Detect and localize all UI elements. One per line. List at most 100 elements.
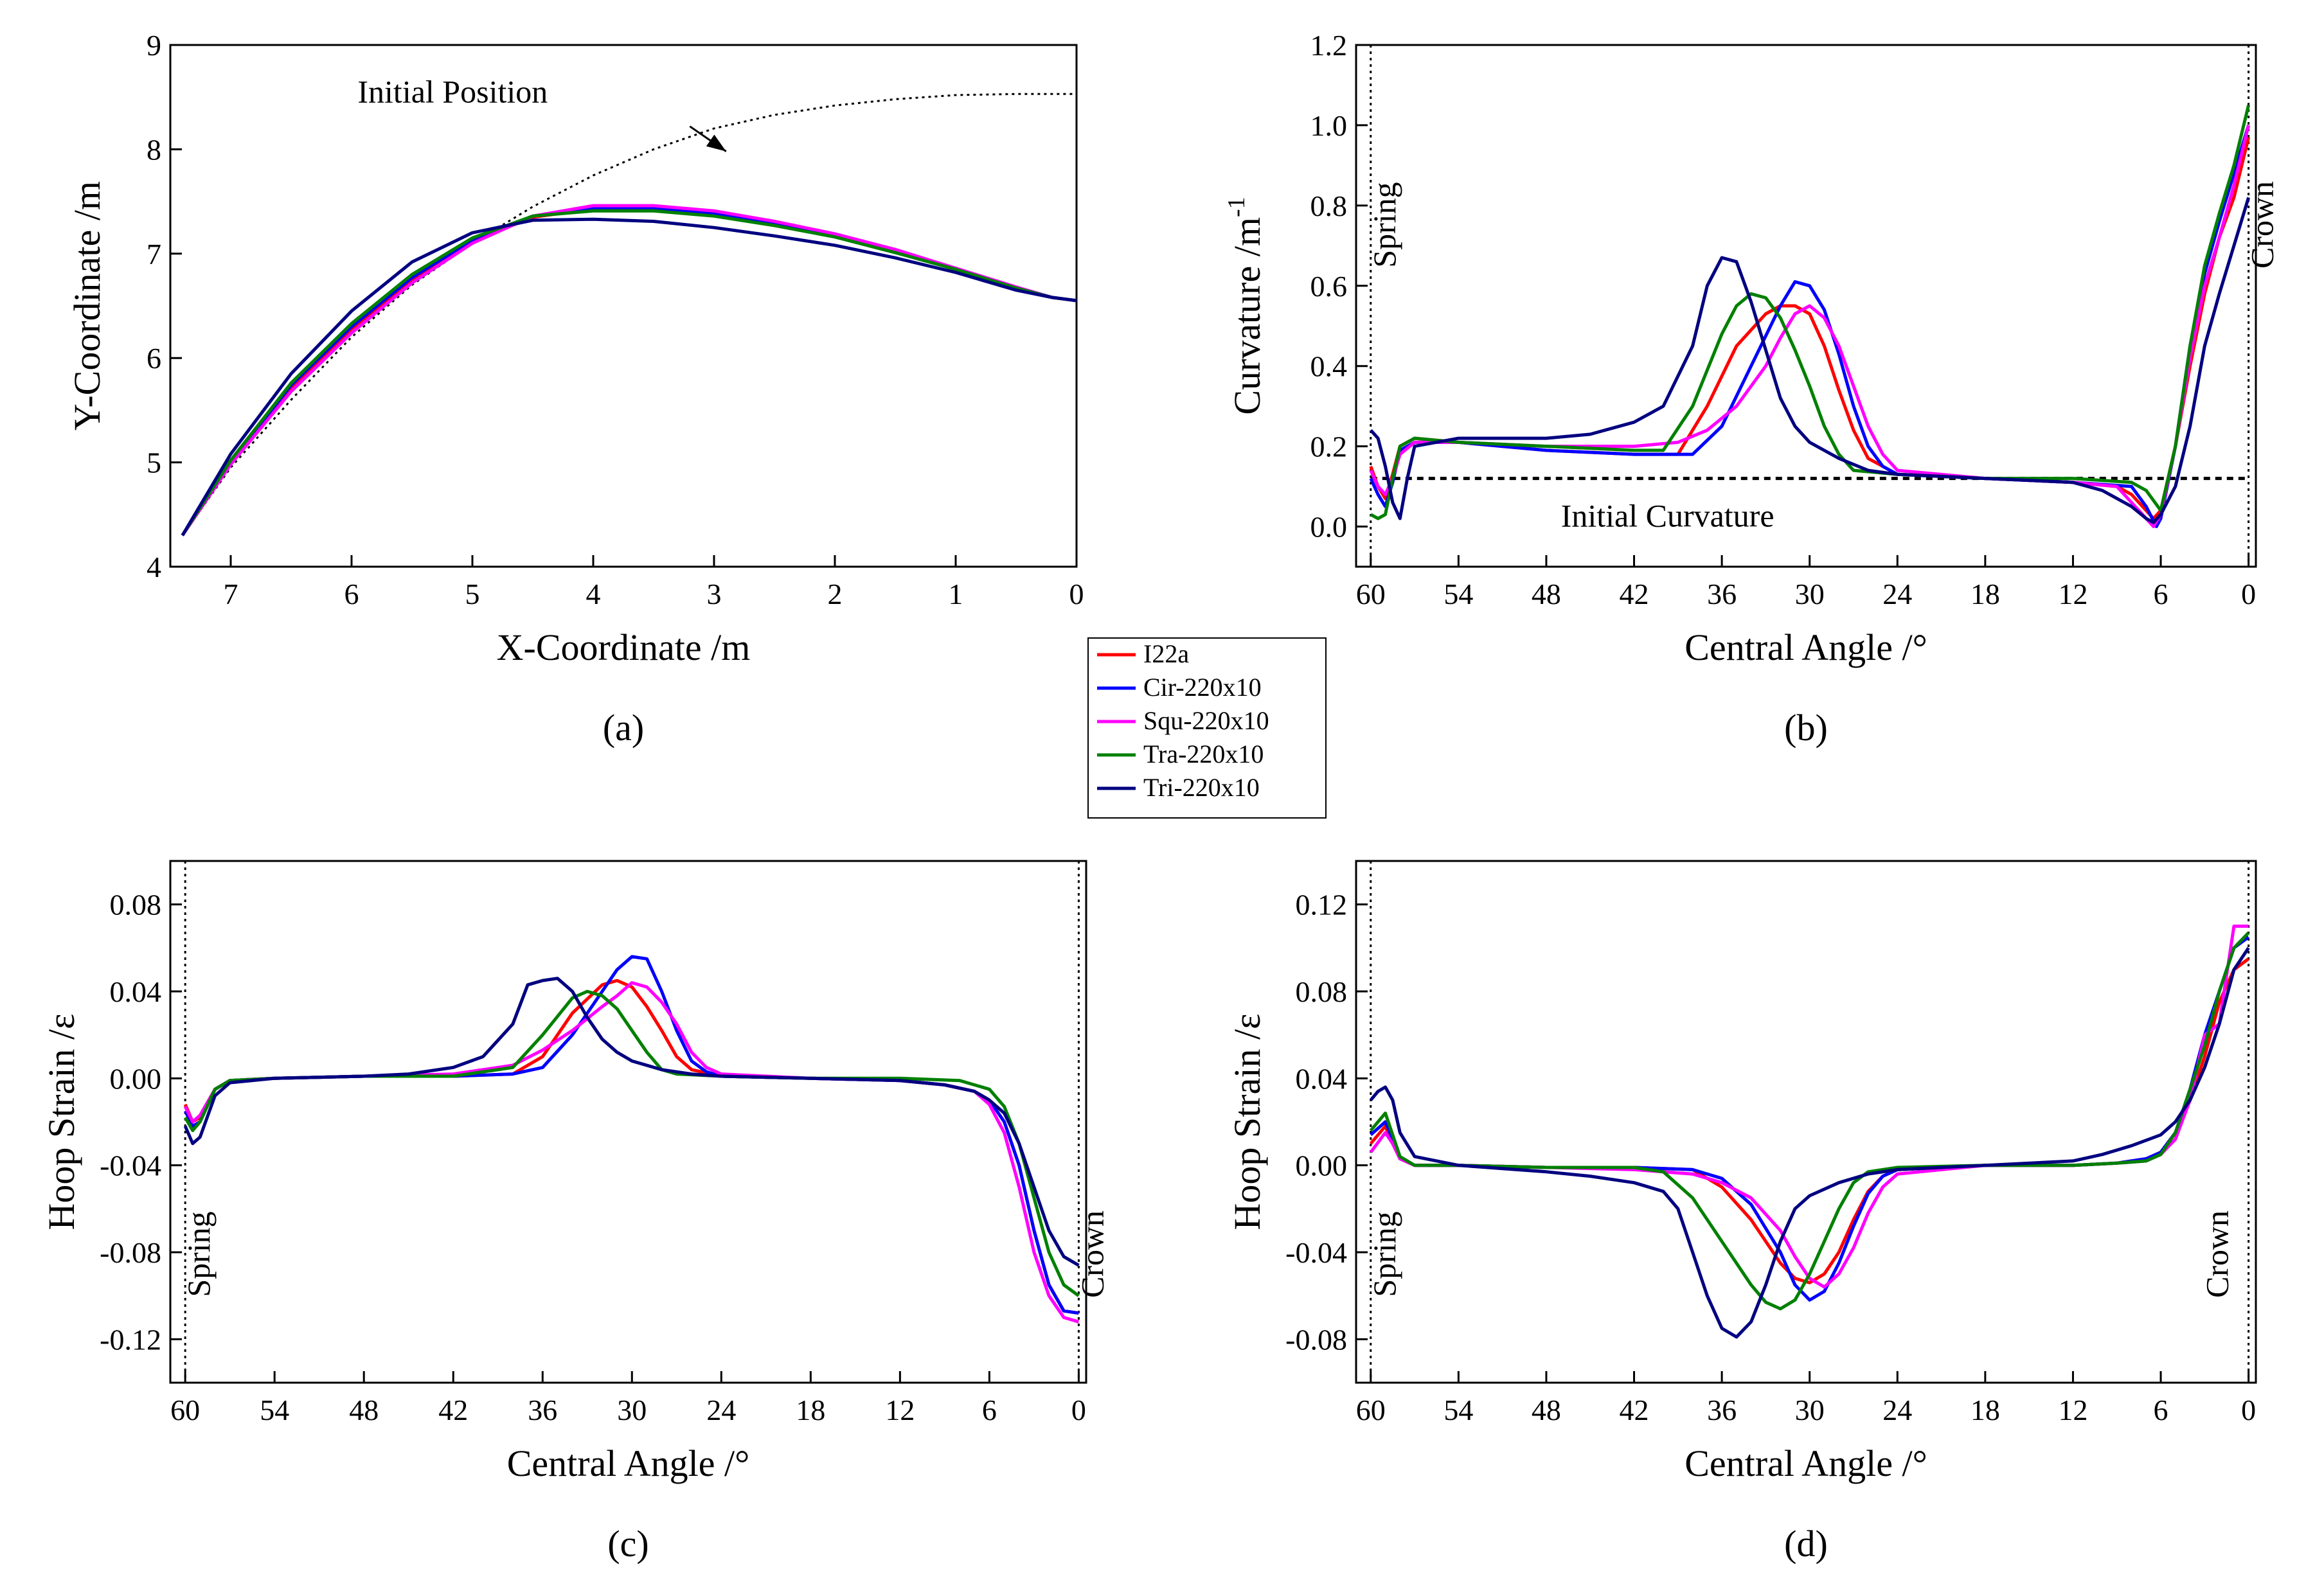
y-tick-label: -0.04 xyxy=(100,1149,161,1182)
y-tick-label: -0.04 xyxy=(1285,1236,1347,1269)
x-tick-label: 42 xyxy=(1620,1394,1649,1426)
x-tick-label: 24 xyxy=(1882,578,1912,610)
y-tick-label: -0.08 xyxy=(100,1236,161,1269)
y-tick-label: 7 xyxy=(147,238,161,270)
series-line-i22a xyxy=(181,207,1077,536)
x-axis-label: Central Angle /° xyxy=(1685,626,1927,668)
y-tick-label: 0.08 xyxy=(1296,975,1348,1008)
panel-label: (a) xyxy=(603,707,644,749)
y-tick-label: 0.0 xyxy=(1310,511,1348,544)
crown-label: Crown xyxy=(2199,1210,2235,1298)
panel-a: 7 6 5 4 3 2 1 0 4 5 6 7 8 9 X-Coordinate /m Y-Coordinat… xyxy=(66,29,1084,749)
x-tick-label: 6 xyxy=(2154,578,2168,610)
x-tick-label: 6 xyxy=(344,578,359,610)
series-line-cir-220x10 xyxy=(183,955,1079,1315)
y-axis-label-text: Y-Coordinate /m xyxy=(66,181,108,430)
x-tick-label: 6 xyxy=(2154,1394,2168,1426)
y-axis-label-text: Curvature /m xyxy=(1226,217,1268,415)
x-tick-label: 12 xyxy=(2058,578,2087,610)
x-tick-label: 54 xyxy=(1444,578,1473,610)
spring-label: Spring xyxy=(181,1211,217,1297)
x-tick-label: 1 xyxy=(949,578,963,610)
series-line-tra-220x10 xyxy=(184,989,1080,1297)
y-tick-label: 0.04 xyxy=(110,975,162,1008)
x-tick-label: 24 xyxy=(1882,1394,1912,1426)
x-tick-label: 0 xyxy=(1069,578,1084,610)
panel-d: 60 54 48 42 36 30 24 18 12 6 0-0.08-0.040.000.040.… xyxy=(1226,860,2257,1565)
annotation-initial-curvature: Initial Curvature xyxy=(1561,498,1774,534)
series-line-squ-220x10 xyxy=(181,204,1077,536)
series-line-cir-220x10 xyxy=(181,206,1077,536)
x-tick-label: 42 xyxy=(438,1394,468,1426)
x-tick-label: 48 xyxy=(349,1394,379,1426)
plot-frame xyxy=(169,44,1078,568)
x-tick-label: 0 xyxy=(2241,1394,2256,1426)
series-line-squ-220x10 xyxy=(1369,925,2249,1289)
panel-label: (d) xyxy=(1784,1523,1828,1565)
x-tick-label: 48 xyxy=(1532,1394,1561,1426)
x-tick-label: 30 xyxy=(1795,578,1825,610)
series-line-tra-220x10 xyxy=(1370,105,2251,520)
series-line-i22a xyxy=(1369,957,2250,1284)
legend-entry-label: Tri-220x10 xyxy=(1143,773,1260,802)
x-tick-label: 3 xyxy=(707,578,722,610)
y-axis-label: Curvature /m-1 xyxy=(1223,197,1268,414)
legend-entry-label: Squ-220x10 xyxy=(1143,706,1269,735)
legend-entry-label: Cir-220x10 xyxy=(1143,673,1262,702)
crown-label: Crown xyxy=(1074,1210,1110,1298)
y-tick-label: 0.08 xyxy=(110,889,162,921)
series-line-cir-220x10 xyxy=(1369,125,2250,528)
series-line-i22a xyxy=(1369,137,2251,520)
x-tick-label: 60 xyxy=(170,1394,200,1426)
legend: I22a Cir-220x10 Squ-220x10 Tra-220x10 Tri-22… xyxy=(1087,637,1327,819)
series-line-cir-220x10 xyxy=(1370,935,2250,1302)
x-tick-label: 36 xyxy=(1707,1394,1737,1426)
x-tick-label: 30 xyxy=(1795,1394,1825,1426)
x-tick-label: 18 xyxy=(1971,578,2000,610)
y-axis-label-superscript: -1 xyxy=(1223,197,1250,217)
y-tick-label: 1.2 xyxy=(1310,29,1348,62)
y-tick-label: 0.12 xyxy=(1296,889,1348,921)
crown-label: Crown xyxy=(2244,181,2280,269)
x-axis-label: X-Coordinate /m xyxy=(497,626,751,668)
legend-entry-label: I22a xyxy=(1143,639,1189,668)
panel-b: 60 54 48 42 36 30 24 18 12 6 00.00.20.40.60.81.01.… xyxy=(1223,29,2280,749)
x-tick-label: 12 xyxy=(2058,1394,2087,1426)
x-tick-label: 18 xyxy=(796,1394,825,1426)
reference-line xyxy=(181,93,1077,536)
panel-c: 60 54 48 42 36 30 24 18 12 6 0-0.12-0.08-0.040.000… xyxy=(40,860,1110,1565)
x-tick-label: 0 xyxy=(1071,1394,1086,1426)
series-line-squ-220x10 xyxy=(183,981,1080,1324)
y-tick-label: 4 xyxy=(147,551,161,583)
y-tick-label: 0.2 xyxy=(1310,430,1348,463)
legend-entry-label: Tra-220x10 xyxy=(1143,740,1264,768)
series-line-tri-220x10 xyxy=(1369,197,2250,524)
series-line-tri-220x10 xyxy=(181,217,1077,536)
y-tick-label: 6 xyxy=(147,342,161,375)
x-tick-label: 30 xyxy=(617,1394,647,1426)
x-tick-label: 7 xyxy=(224,578,238,610)
x-tick-label: 4 xyxy=(586,578,601,610)
plot-frame xyxy=(1355,860,2257,1384)
x-tick-label: 60 xyxy=(1356,1394,1386,1426)
x-tick-label: 60 xyxy=(1356,578,1386,610)
y-axis-label: Hoop Strain /ε xyxy=(1226,1014,1268,1230)
y-tick-label: 0.8 xyxy=(1310,190,1348,222)
x-tick-label: 48 xyxy=(1532,578,1561,610)
x-tick-label: 0 xyxy=(2241,578,2256,610)
y-axis-label-text: Hoop Strain /ε xyxy=(40,1014,82,1230)
y-tick-label: 0.4 xyxy=(1310,350,1348,383)
x-tick-label: 12 xyxy=(885,1394,915,1426)
series-line-tra-220x10 xyxy=(1369,931,2250,1311)
x-tick-label: 36 xyxy=(528,1394,557,1426)
y-tick-label: 5 xyxy=(147,447,161,479)
y-tick-label: 0.04 xyxy=(1296,1062,1348,1095)
panel-label: (c) xyxy=(607,1523,648,1565)
y-axis-label-text: Hoop Strain /ε xyxy=(1226,1014,1268,1230)
series-line-squ-220x10 xyxy=(1369,125,2251,528)
x-tick-label: 36 xyxy=(1707,578,1737,610)
y-tick-label: 0.6 xyxy=(1310,270,1348,303)
y-tick-label: 9 xyxy=(147,29,161,62)
y-tick-label: 8 xyxy=(147,133,161,166)
